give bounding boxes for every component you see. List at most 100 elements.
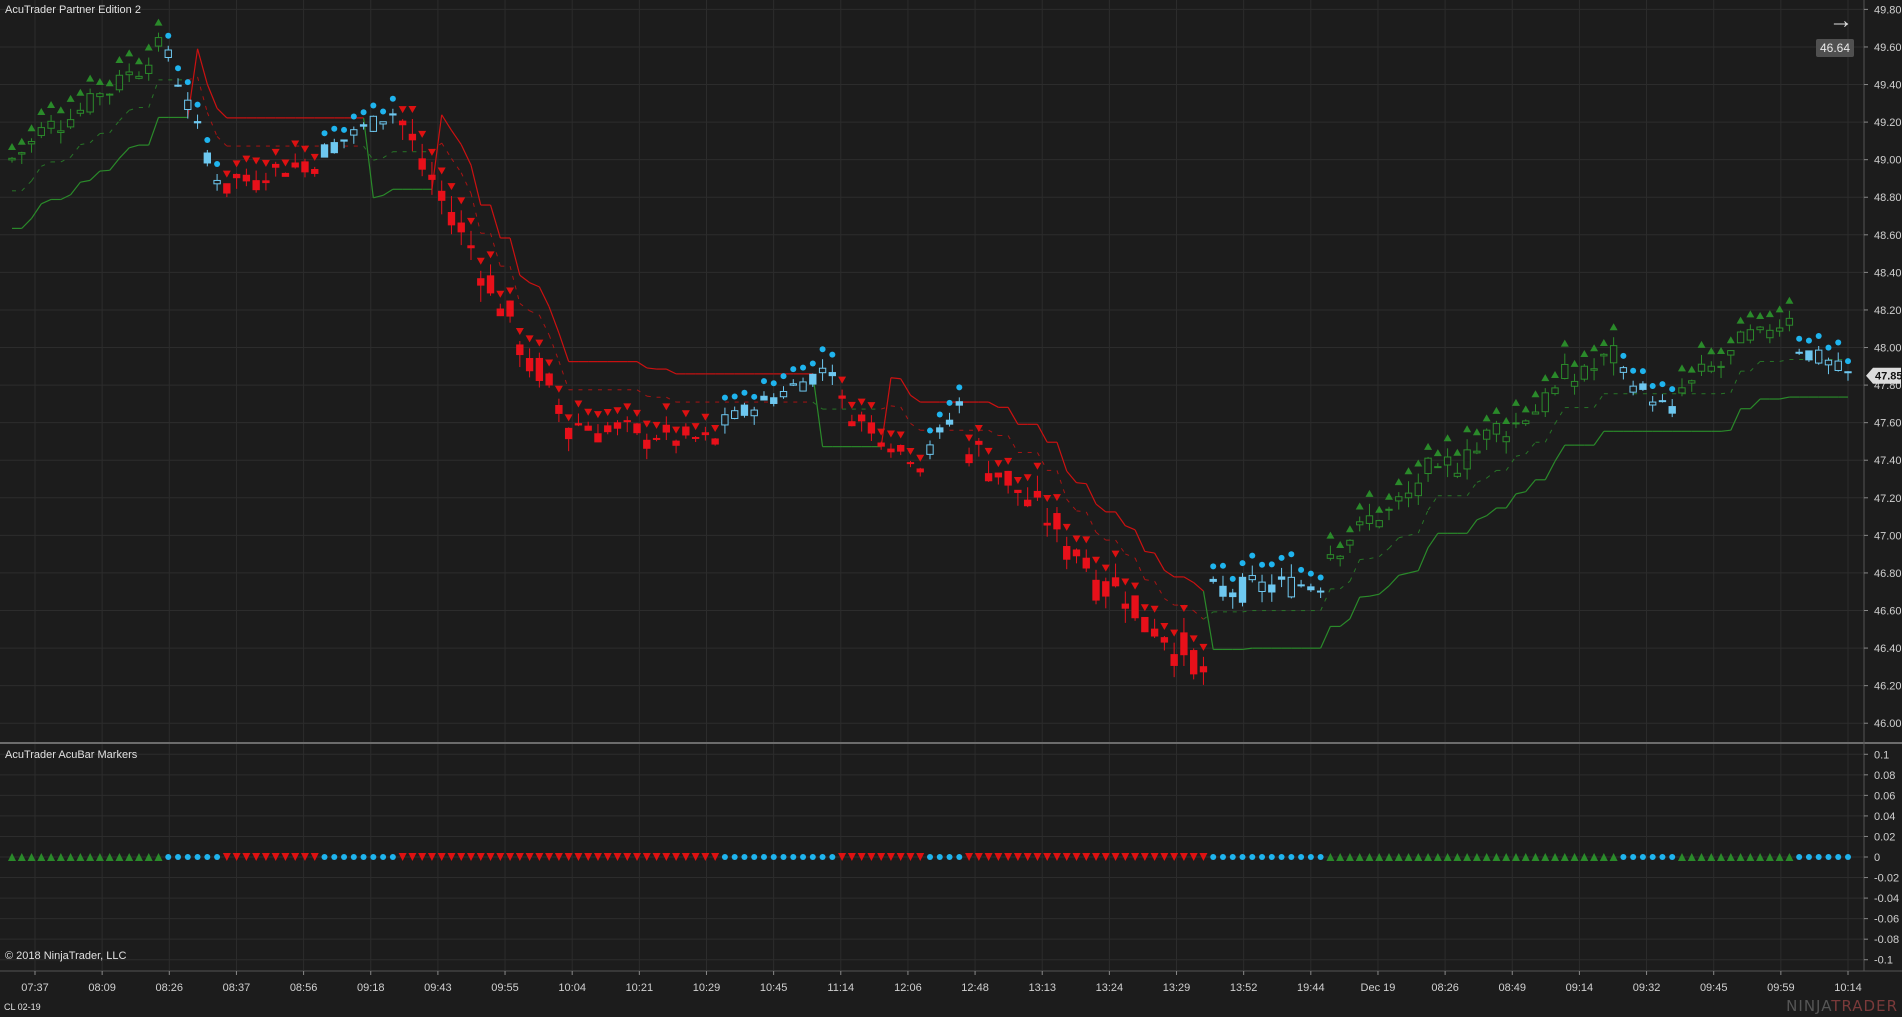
- stop-dash-segment: [80, 142, 91, 146]
- indicator-bear-marker: [984, 853, 993, 861]
- candle-body: [1356, 521, 1364, 526]
- stop-line-segment: [206, 83, 218, 109]
- price-tick-label: 48.00: [1874, 343, 1902, 355]
- time-tick-label: 11:14: [827, 982, 854, 994]
- brand-part2: TRADER: [1831, 997, 1898, 1015]
- time-tick-label: Dec 19: [1361, 982, 1396, 994]
- indicator-neutral-marker: [1288, 854, 1295, 860]
- bull-marker: [1433, 449, 1442, 457]
- bear-marker: [1131, 582, 1140, 590]
- candle-body: [125, 71, 133, 76]
- indicator-bear-marker: [1179, 853, 1188, 861]
- candle-body: [838, 395, 846, 399]
- bear-marker: [545, 359, 554, 367]
- bear-marker: [877, 428, 886, 436]
- indicator-neutral-marker: [936, 854, 943, 860]
- candle-body: [1473, 450, 1481, 454]
- candle-body: [1443, 456, 1452, 466]
- stop-line-segment: [1369, 593, 1380, 597]
- bull-marker: [1521, 405, 1530, 413]
- bull-marker: [1677, 364, 1686, 372]
- stop-dash-segment: [1349, 559, 1361, 582]
- indicator-bear-marker: [1111, 853, 1120, 861]
- stop-line-segment: [1056, 442, 1068, 472]
- bear-marker: [1179, 604, 1188, 612]
- neutral-marker: [1649, 383, 1656, 390]
- candle-body: [262, 180, 270, 184]
- scroll-to-end-arrow-icon[interactable]: →: [1829, 7, 1853, 34]
- candle-body: [1219, 585, 1227, 597]
- neutral-marker: [194, 101, 201, 108]
- indicator-bear-marker: [1023, 853, 1032, 861]
- candle-body: [584, 425, 592, 431]
- candle-body: [887, 448, 895, 453]
- time-tick-label: 10:45: [760, 982, 788, 994]
- stop-line-segment: [1183, 576, 1194, 584]
- stop-dash-segment: [119, 109, 130, 121]
- time-tick-label: 13:52: [1230, 982, 1258, 994]
- neutral-marker: [800, 364, 807, 371]
- candle-body: [184, 99, 192, 111]
- time-tick-label: 13:24: [1096, 982, 1124, 994]
- stop-line-segment: [1398, 572, 1409, 576]
- indicator-bear-marker: [1131, 853, 1140, 861]
- stop-dash-segment: [988, 429, 999, 436]
- indicator-bull-marker: [1765, 853, 1774, 861]
- bear-marker: [662, 403, 671, 411]
- stop-dash-segment: [1085, 511, 1097, 533]
- indicator-tick-label: -0.1: [1874, 955, 1893, 967]
- bull-marker: [134, 57, 143, 65]
- stop-dash-segment: [1749, 361, 1761, 372]
- stop-line-segment: [60, 194, 71, 201]
- bull-marker: [1365, 489, 1374, 497]
- candle-body: [1238, 576, 1247, 603]
- indicator-bear-marker: [642, 853, 651, 861]
- candle-body: [1502, 436, 1510, 443]
- signal-markers: [8, 18, 1851, 861]
- candle-body: [594, 433, 602, 443]
- indicator-neutral-marker: [1298, 854, 1305, 860]
- instrument-label: CL 02-19: [4, 1002, 41, 1012]
- candle-body: [867, 422, 876, 434]
- indicator-neutral-marker: [1825, 854, 1832, 860]
- bear-marker: [847, 401, 856, 409]
- stop-line-segment: [666, 368, 677, 375]
- stop-line-segment: [988, 401, 999, 408]
- stop-dash-segment: [470, 193, 482, 234]
- neutral-marker: [741, 389, 748, 396]
- candle-body: [1590, 368, 1598, 371]
- stop-dash-segment: [1486, 470, 1497, 479]
- candle-body: [545, 373, 553, 386]
- candle-body: [877, 442, 885, 447]
- neutral-marker: [721, 394, 728, 401]
- bear-marker: [535, 339, 544, 347]
- indicator-bear-marker: [300, 853, 309, 861]
- indicator-bear-marker: [838, 853, 847, 861]
- bear-marker: [623, 403, 632, 411]
- stop-dash-segment: [666, 396, 677, 403]
- stop-dash-segment: [1466, 482, 1478, 497]
- candle-body: [1561, 363, 1569, 379]
- bear-marker: [633, 409, 642, 417]
- candle-body: [672, 440, 680, 446]
- candle-body: [379, 121, 387, 125]
- stop-line-segment: [1476, 515, 1487, 521]
- indicator-neutral-marker: [380, 854, 387, 860]
- stop-line-segment: [31, 203, 42, 219]
- neutral-marker: [1815, 332, 1822, 339]
- bull-marker: [8, 142, 16, 150]
- candle-body: [1746, 329, 1755, 341]
- stop-dash-segment: [1408, 532, 1419, 536]
- indicator-bear-marker: [652, 853, 661, 861]
- indicator-bull-marker: [1736, 853, 1745, 861]
- candle-body: [682, 426, 690, 436]
- neutral-marker: [1825, 344, 1832, 351]
- stop-line-segment: [1505, 493, 1517, 509]
- stop-dash-segment: [646, 395, 657, 398]
- stop-dash-segment: [1730, 370, 1742, 393]
- candle-body: [1131, 595, 1139, 619]
- bull-marker: [1687, 365, 1696, 373]
- indicator-bull-marker: [56, 853, 65, 861]
- bear-marker: [525, 335, 534, 343]
